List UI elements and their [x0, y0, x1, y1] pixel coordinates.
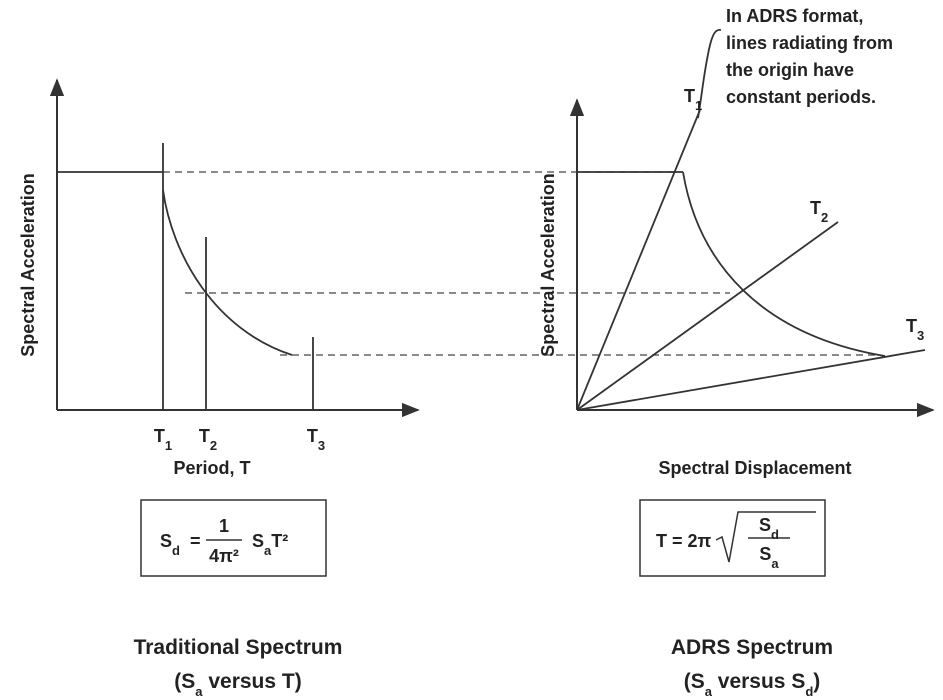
- caption-title: Traditional Spectrum: [134, 636, 343, 659]
- period-label: T1: [154, 426, 172, 453]
- label-base: T: [906, 316, 917, 336]
- label-base: T: [810, 198, 821, 218]
- label-sub: 2: [210, 438, 217, 453]
- caption-sub: (Sa versus Sd): [684, 670, 821, 699]
- label-sub: 1: [165, 438, 172, 453]
- formula-num: 1: [219, 516, 229, 536]
- sym-sub: d: [771, 527, 779, 542]
- text: versus T): [203, 670, 302, 693]
- period-label: T3: [906, 316, 924, 343]
- text: ): [813, 670, 820, 693]
- sym: S: [160, 531, 172, 551]
- sym: S: [759, 544, 771, 564]
- text-sub: d: [805, 684, 813, 699]
- formula-lhs: Sd: [160, 531, 180, 558]
- formula-rhs: SaT²: [252, 531, 288, 558]
- sym: T²: [271, 531, 288, 551]
- radial-line: [577, 350, 925, 410]
- period-label: T1: [684, 86, 702, 113]
- formula-lhs: T = 2π: [656, 531, 712, 551]
- caption-sub: (Sa versus T): [174, 670, 301, 699]
- period-label: T3: [307, 426, 325, 453]
- label-sub: 3: [917, 328, 924, 343]
- formula-den: Sa: [759, 544, 779, 571]
- label-base: T: [684, 86, 695, 106]
- formula-den: 4π²: [209, 546, 239, 566]
- sym-sub: d: [172, 543, 180, 558]
- period-label: T2: [199, 426, 217, 453]
- label-base: T: [307, 426, 318, 446]
- caption-title: ADRS Spectrum: [671, 636, 833, 659]
- page: { "left_panel": { "y_axis_label": "Spect…: [0, 0, 943, 700]
- sym-sub: a: [771, 556, 779, 571]
- text: versus S: [712, 670, 805, 693]
- annotation-line: constant periods.: [726, 87, 876, 107]
- sym: S: [252, 531, 264, 551]
- period-label: T2: [810, 198, 828, 225]
- y-axis-label: Spectral Acceleration: [18, 173, 38, 356]
- text: (S: [174, 670, 195, 693]
- y-axis-label: Spectral Acceleration: [538, 173, 558, 356]
- label-sub: 1: [695, 98, 702, 113]
- x-axis-label: Spectral Displacement: [658, 458, 851, 478]
- label-sub: 2: [821, 210, 828, 225]
- spectrum-curve: [163, 190, 292, 355]
- text: (S: [684, 670, 705, 693]
- formula-eq: =: [190, 531, 201, 551]
- annotation-line: the origin have: [726, 60, 854, 80]
- diagram: Spectral Acceleration T1 T2 T3 Period, T…: [0, 0, 943, 700]
- x-axis-label: Period, T: [173, 458, 250, 478]
- sym: S: [759, 515, 771, 535]
- annotation-line: lines radiating from: [726, 33, 893, 53]
- label-base: T: [199, 426, 210, 446]
- annotation-line: In ADRS format,: [726, 6, 863, 26]
- label-sub: 3: [318, 438, 325, 453]
- label-base: T: [154, 426, 165, 446]
- spectrum-curve: [683, 172, 885, 356]
